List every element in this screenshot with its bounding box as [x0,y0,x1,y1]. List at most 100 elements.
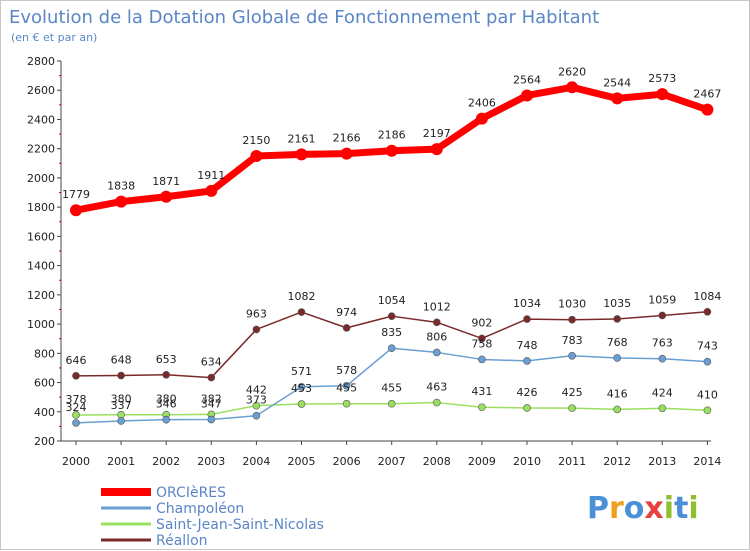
data-label: 463 [426,381,447,394]
data-label: 324 [66,401,87,414]
series-1 [72,344,712,427]
y-tick-label: 2000 [27,172,55,185]
data-label: 1779 [62,188,90,201]
data-point [478,403,486,412]
legend-item: Réallon [101,533,208,549]
data-point [250,150,263,162]
x-tick-label: 2010 [513,455,541,468]
x-axis-ticks: 2000 2001 2002 2003 2004 2005 2006 2007 2008 2009… [62,441,721,468]
y-tick-label: 2200 [27,143,55,156]
data-point [340,147,353,160]
data-point [160,190,173,203]
data-label: 1082 [288,290,316,303]
data-point [297,382,306,391]
data-label: 2150 [242,134,270,147]
data-label: 382 [201,392,222,405]
data-label: 974 [336,306,357,319]
data-label: 634 [201,356,222,369]
data-point [613,354,622,362]
data-point [478,334,486,343]
legend-item: Saint-Jean-Saint-Nicolas [101,517,324,533]
x-tick-label: 2014 [693,455,721,468]
x-tick-label: 2008 [423,455,451,468]
y-tick-label: 600 [34,377,55,390]
data-point [568,404,576,412]
data-point [430,143,443,156]
y-tick-label: 2800 [27,55,55,68]
y-tick-label: 400 [34,406,55,419]
data-label: 758 [471,337,492,350]
data-label: 380 [111,393,132,406]
data-label: 347 [201,398,222,411]
x-tick-label: 2003 [197,455,225,468]
data-point [385,144,398,157]
data-point [72,411,80,419]
x-tick-label: 2006 [333,455,361,468]
data-point [295,148,308,161]
logo-letter: x [644,491,663,526]
data-labels-layer: 378 380 380 382 442 453 455 455 463 431 426 425 416 4… [62,65,721,414]
logo-letter: P [587,491,609,526]
data-label: 2573 [648,72,676,85]
data-point [162,415,170,424]
data-label: 1054 [378,294,406,307]
data-point [207,373,216,382]
data-label: 1012 [423,300,451,313]
data-label: 2467 [693,88,721,101]
data-point [658,354,667,363]
x-tick-label: 2005 [288,455,316,468]
data-label: 426 [517,386,538,399]
data-point [478,355,486,364]
data-point [342,399,351,408]
data-point [566,81,579,94]
data-label: 442 [246,384,267,397]
data-point [432,348,441,357]
data-label: 2544 [603,76,631,89]
y-tick-label: 1400 [27,260,55,273]
x-tick-label: 2012 [603,455,631,468]
data-point [568,351,576,360]
data-point [387,399,396,408]
data-label: 378 [66,393,87,406]
data-point [117,410,125,419]
data-point [568,315,576,324]
data-label: 1871 [152,175,180,188]
data-point [701,103,714,116]
data-point [297,308,306,316]
chart-title: Evolution de la Dotation Globale de Fonc… [9,7,599,28]
data-point [342,381,351,390]
data-label: 653 [156,353,177,366]
data-point [703,307,712,316]
data-label: 763 [652,337,673,350]
data-label: 2620 [558,65,586,78]
data-point [387,312,396,320]
data-label: 373 [246,394,267,407]
data-label: 578 [336,364,357,377]
y-tick-label: 1200 [27,289,55,302]
data-label: 455 [381,382,402,395]
x-tick-label: 2011 [558,455,586,468]
legend-item: Champoléon [101,501,244,517]
data-label: 1911 [197,169,225,182]
series-layer [70,81,714,427]
data-point [205,184,218,197]
logo-letter: r [609,491,624,526]
data-label: 2186 [378,129,406,142]
legend-label: Réallon [156,533,208,549]
y-tick-label: 2600 [27,84,55,97]
y-tick-label: 200 [34,435,55,448]
data-label: 410 [697,388,718,401]
y-tick-label: 1800 [27,201,55,214]
series-3 [72,307,712,382]
data-point [117,417,125,425]
data-label: 648 [111,354,132,367]
data-point [70,204,82,217]
data-label: 768 [607,336,628,349]
data-point [117,371,125,380]
x-tick-label: 2013 [648,455,676,468]
chart-subtitle: (en € et par an) [11,31,97,44]
data-point [252,325,261,334]
data-point [656,88,669,101]
data-label: 1030 [558,298,586,311]
